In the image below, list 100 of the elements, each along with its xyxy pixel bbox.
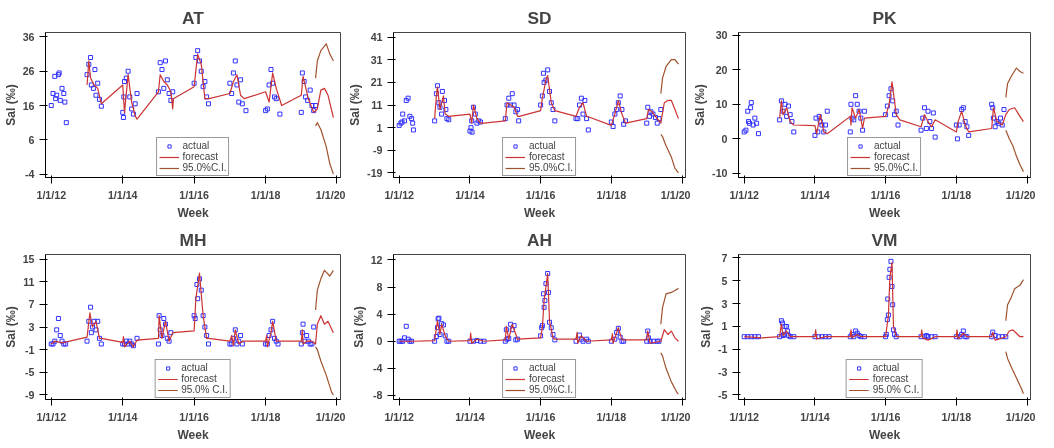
legend-label: actual [529,140,556,151]
x-tick-label: 1/1/20 [660,188,691,201]
chart-title: SD [527,7,552,28]
x-tick-label: 1/1/16 [525,188,556,201]
legend-label: actual [872,362,900,373]
x-tick-label: 1/1/12 [384,410,415,423]
y-tick-label: 31 [370,53,383,66]
x-tick-label: 1/1/14 [107,188,138,201]
x-tick-label: 1/1/18 [596,188,627,201]
y-tick-label: -8 [373,389,383,402]
x-tick-label: 1/1/20 [315,410,346,423]
x-tick-label: 1/1/16 [179,410,210,423]
x-axis-title: Week [868,205,901,220]
legend-label: forecast [872,373,909,384]
legend-label: actual [529,362,556,373]
y-tick-label: 36 [22,30,35,43]
y-tick-label: -19 [367,166,383,179]
x-axis-title: Week [523,205,556,220]
y-tick-label: 1 [376,121,383,134]
y-tick-label: 21 [370,76,383,89]
x-tick-label: 1/1/20 [660,410,691,423]
y-tick-label: 12 [370,253,383,266]
y-tick-label: 20 [715,63,728,76]
y-tick-label: -1 [25,343,35,356]
y-tick-label: -4 [373,362,383,375]
legend-label: actual [874,140,901,151]
x-tick-label: 1/1/14 [455,188,485,201]
x-tick-label: 1/1/14 [800,188,830,201]
y-tick-label: 5 [721,274,728,287]
x-axis-title: Week [868,427,901,442]
legend-label: actual [182,140,210,151]
y-axis-title: Sal (‰) [699,306,714,348]
legend-label: actual [181,362,208,373]
y-tick-label: 3 [28,321,35,333]
x-axis-title: Week [177,205,209,220]
legend-label: 95.0% C.I. [872,384,920,395]
y-tick-label: 7 [721,251,728,264]
y-tick-label: 11 [23,275,35,288]
y-tick-label: 8 [376,281,383,294]
y-tick-label: 11 [371,99,383,111]
x-tick-label: 1/1/18 [596,410,627,423]
y-axis-title: Sal (‰) [3,306,18,348]
x-axis-title: Week [177,427,209,442]
legend-label: forecast [874,151,910,162]
y-tick-label: 0 [721,132,728,145]
y-tick-label: 6 [28,133,35,146]
legend-label: forecast [182,151,219,162]
y-tick-label: -4 [25,168,35,181]
chart-title: PK [872,7,898,28]
y-tick-label: -10 [712,167,728,180]
x-tick-label: 1/1/18 [941,188,972,201]
x-tick-label: 1/1/18 [250,410,281,423]
legend-label: forecast [181,373,217,384]
legend-label: forecast [529,373,565,384]
x-tick-label: 1/1/16 [870,188,901,201]
chart-title: VM [871,229,898,250]
x-tick-label: 1/1/20 [1005,188,1036,201]
y-tick-label: -9 [373,144,383,157]
y-tick-label: 15 [22,253,35,266]
x-tick-label: 1/1/18 [941,410,972,423]
x-tick-label: 1/1/16 [179,188,210,201]
y-tick-label: 26 [22,65,35,78]
chart-title: AH [526,229,553,250]
x-tick-label: 1/1/14 [107,410,138,423]
legend-label: 95.0%C.I. [529,384,573,395]
y-tick-label: 41 [370,31,383,44]
y-tick-label: 3 [721,297,728,310]
x-axis-title: Week [523,427,556,442]
x-tick-label: 1/1/14 [455,410,485,423]
y-tick-label: 16 [22,99,35,112]
legend-label: 95.0%C.I. [529,162,573,173]
y-tick-label: 0 [376,335,383,348]
x-tick-label: 1/1/12 [36,410,67,423]
chart-title: MH [179,229,207,250]
y-tick-label: -5 [718,388,728,401]
y-axis-title: Sal (‰) [348,84,363,126]
legend-label: 95.0% C.I. [181,384,228,395]
y-axis-title: Sal (‰) [693,84,708,126]
y-tick-label: 30 [715,29,728,42]
legend-label: forecast [529,151,565,162]
y-tick-label: 4 [376,308,383,321]
x-tick-label: 1/1/14 [800,410,830,423]
x-tick-label: 1/1/12 [729,188,760,201]
y-tick-label: 10 [715,98,728,111]
y-axis-title: Sal (‰) [351,306,366,348]
chart-title: AT [182,7,205,28]
legend-label: 95.0%C.I. [874,162,918,173]
x-tick-label: 1/1/16 [525,410,556,423]
y-axis-title: Sal (‰) [3,84,18,126]
y-tick-label: 7 [28,298,35,311]
x-tick-label: 1/1/12 [36,188,67,201]
y-tick-label: -1 [718,343,728,356]
x-tick-label: 1/1/20 [1005,410,1036,423]
x-tick-label: 1/1/18 [250,188,281,201]
y-tick-label: -9 [25,388,35,401]
y-tick-label: -3 [718,366,728,379]
y-tick-label: 1 [721,320,728,333]
legend-label: 95.0%C.I. [182,162,227,173]
x-tick-label: 1/1/12 [729,410,760,423]
x-tick-label: 1/1/16 [870,410,901,423]
